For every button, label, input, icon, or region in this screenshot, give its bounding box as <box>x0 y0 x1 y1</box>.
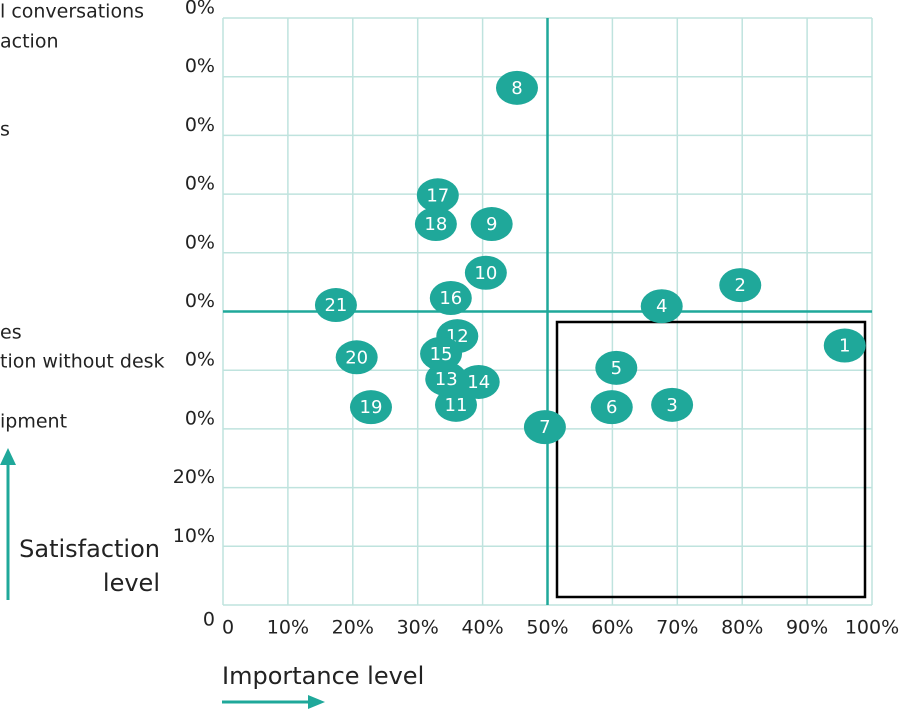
x-tick-label: 100% <box>845 617 899 639</box>
x-tick-label: 60% <box>591 617 633 639</box>
point-label: 14 <box>467 372 490 393</box>
point <box>335 340 378 375</box>
x-tick-label: 10% <box>267 617 309 639</box>
point <box>823 328 866 363</box>
y-tick-label: 0% <box>185 55 215 77</box>
point <box>425 362 468 397</box>
x-tick-label: 40% <box>461 617 503 639</box>
point <box>470 207 513 242</box>
x-tick-label: 80% <box>721 617 763 639</box>
side-text: es <box>0 322 22 344</box>
point <box>420 336 463 371</box>
point <box>640 289 683 324</box>
point <box>523 410 566 445</box>
point-label: 17 <box>426 185 449 206</box>
point-label: 7 <box>539 417 550 438</box>
side-text: ipment <box>0 411 67 433</box>
point <box>414 207 457 242</box>
x-tick-label: 0 <box>222 617 234 639</box>
y-tick-label: 0% <box>185 349 215 371</box>
y-tick-label: 0 <box>203 609 215 631</box>
point-label: 1 <box>839 336 850 357</box>
point-label: 11 <box>445 395 468 416</box>
x-tick-label: 90% <box>786 617 828 639</box>
point-label: 15 <box>430 344 453 365</box>
point-label: 19 <box>360 397 383 418</box>
point <box>651 387 694 422</box>
point-label: 8 <box>511 78 522 99</box>
point-label: 16 <box>439 288 462 309</box>
side-text: action <box>0 31 58 53</box>
point <box>429 280 472 315</box>
point-label: 20 <box>345 347 368 368</box>
side-text: tion without desk <box>0 351 165 373</box>
point-label: 2 <box>735 275 746 296</box>
y-axis-label: level <box>103 569 160 597</box>
y-tick-label: 0% <box>185 114 215 136</box>
x-arrow-head <box>308 695 325 709</box>
y-tick-label: 20% <box>173 466 215 488</box>
point-label: 6 <box>606 397 617 418</box>
point-label: 18 <box>424 214 447 235</box>
point-label: 3 <box>666 395 677 416</box>
side-text: s <box>0 119 10 141</box>
y-tick-label: 10% <box>173 525 215 547</box>
point <box>314 288 357 323</box>
x-tick-label: 70% <box>656 617 698 639</box>
y-arrow-head <box>0 448 16 465</box>
point <box>595 350 638 385</box>
point <box>590 390 633 425</box>
highlight-box <box>555 320 867 599</box>
y-tick-label: 0% <box>185 231 215 253</box>
x-tick-label: 30% <box>397 617 439 639</box>
point <box>495 70 538 105</box>
point <box>464 255 507 290</box>
point <box>434 387 477 422</box>
point-label: 21 <box>324 295 347 316</box>
point <box>349 390 392 425</box>
point <box>457 364 500 399</box>
point-label: 13 <box>435 369 458 390</box>
x-axis-label: Importance level <box>222 662 424 690</box>
y-tick-label: 0% <box>185 0 215 19</box>
x-tick-label: 20% <box>332 617 374 639</box>
y-tick-label: 0% <box>185 407 215 429</box>
point-label: 10 <box>474 263 497 284</box>
point <box>719 268 762 303</box>
point <box>416 178 459 213</box>
side-text: l conversations <box>0 1 144 23</box>
point-label: 4 <box>656 296 667 317</box>
y-axis-label: Satisfaction <box>19 535 160 563</box>
x-tick-label: 50% <box>526 617 568 639</box>
point-label: 9 <box>486 214 497 235</box>
point-label: 5 <box>611 358 622 379</box>
y-tick-label: 0% <box>185 173 215 195</box>
y-tick-label: 0% <box>185 290 215 312</box>
